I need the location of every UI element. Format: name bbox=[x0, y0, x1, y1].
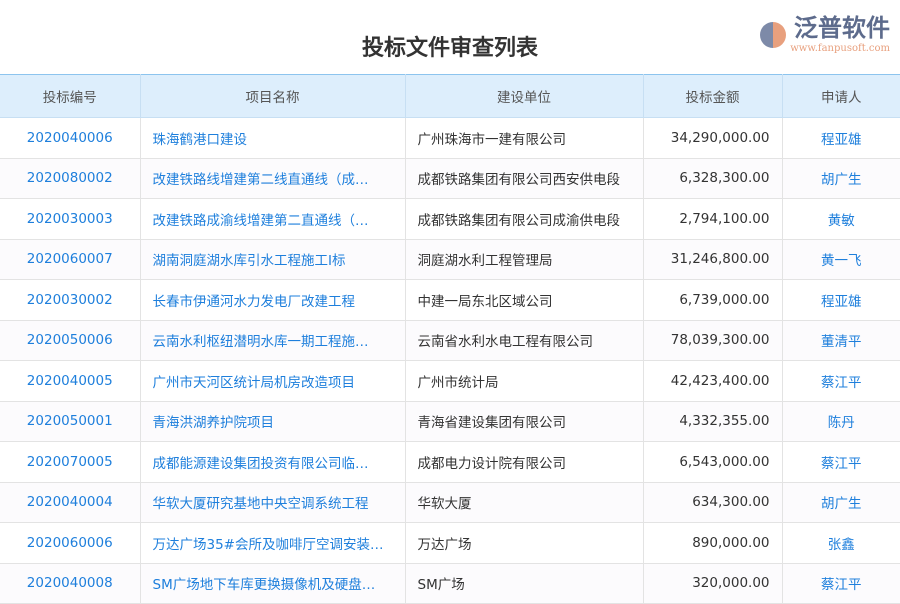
project-name-cell[interactable]: 改建铁路成渝线增建第二直通线（… bbox=[140, 198, 406, 240]
bid-amount-cell: 634,300.00 bbox=[643, 482, 783, 523]
watermark: 泛普软件 www.fanpusoft.com bbox=[760, 14, 890, 55]
construction-unit-cell: 青海省建设集团有限公司 bbox=[405, 401, 644, 442]
bid-number-cell[interactable]: 2020050001 bbox=[0, 401, 141, 442]
column-header-bid-amount[interactable]: 投标金额 bbox=[643, 74, 783, 118]
project-name-cell[interactable]: 云南水利枢纽潜明水库一期工程施… bbox=[140, 320, 406, 361]
table-row[interactable]: 2020060006 万达广场35#会所及咖啡厅空调安装… 万达广场 890,000.… bbox=[0, 522, 900, 564]
bid-number-cell[interactable]: 2020030002 bbox=[0, 279, 141, 321]
table-row[interactable]: 2020040008 SM广场地下车库更换摄像机及硬盘… SM广场 320,000.0… bbox=[0, 563, 900, 604]
project-name-cell[interactable]: 万达广场35#会所及咖啡厅空调安装… bbox=[140, 522, 406, 564]
fanpu-logo-icon bbox=[760, 21, 787, 48]
column-header-applicant[interactable]: 申请人 bbox=[782, 74, 900, 118]
column-header-bid-number[interactable]: 投标编号 bbox=[0, 74, 141, 118]
table-row[interactable]: 2020070005 成都能源建设集团投资有限公司临… 成都电力设计院有限公司 6,5… bbox=[0, 441, 900, 483]
bid-amount-cell: 2,794,100.00 bbox=[643, 198, 783, 240]
table-row[interactable]: 2020050001 青海洪湖养护院项目 青海省建设集团有限公司 4,332,355.… bbox=[0, 401, 900, 442]
applicant-cell[interactable]: 陈丹 bbox=[782, 401, 900, 442]
bid-amount-cell: 6,739,000.00 bbox=[643, 279, 783, 321]
applicant-cell[interactable]: 蔡江平 bbox=[782, 563, 900, 604]
watermark-url: www.fanpusoft.com bbox=[790, 43, 890, 54]
project-name-cell[interactable]: 珠海鹤港口建设 bbox=[140, 117, 406, 159]
bid-number-cell[interactable]: 2020040004 bbox=[0, 482, 141, 523]
project-name-cell[interactable]: 湖南洞庭湖水库引水工程施工I标 bbox=[140, 239, 406, 280]
table-row[interactable]: 2020040004 华软大厦研究基地中央空调系统工程 华软大厦 634,300.00… bbox=[0, 482, 900, 523]
bid-amount-cell: 31,246,800.00 bbox=[643, 239, 783, 280]
construction-unit-cell: 洞庭湖水利工程管理局 bbox=[405, 239, 644, 280]
bid-amount-cell: 320,000.00 bbox=[643, 563, 783, 604]
construction-unit-cell: 广州珠海市一建有限公司 bbox=[405, 117, 644, 159]
applicant-cell[interactable]: 张鑫 bbox=[782, 522, 900, 564]
project-name-cell[interactable]: 青海洪湖养护院项目 bbox=[140, 401, 406, 442]
construction-unit-cell: 云南省水利水电工程有限公司 bbox=[405, 320, 644, 361]
bid-amount-cell: 78,039,300.00 bbox=[643, 320, 783, 361]
applicant-cell[interactable]: 蔡江平 bbox=[782, 360, 900, 402]
bid-amount-cell: 4,332,355.00 bbox=[643, 401, 783, 442]
bid-amount-cell: 6,543,000.00 bbox=[643, 441, 783, 483]
bid-number-cell[interactable]: 2020050006 bbox=[0, 320, 141, 361]
construction-unit-cell: 成都铁路集团有限公司西安供电段 bbox=[405, 158, 644, 199]
column-header-project-name[interactable]: 项目名称 bbox=[140, 74, 406, 118]
applicant-cell[interactable]: 黄一飞 bbox=[782, 239, 900, 280]
construction-unit-cell: 万达广场 bbox=[405, 522, 644, 564]
applicant-cell[interactable]: 程亚雄 bbox=[782, 117, 900, 159]
table-row[interactable]: 2020080002 改建铁路线增建第二线直通线（成… 成都铁路集团有限公司西安供电… bbox=[0, 158, 900, 199]
project-name-cell[interactable]: SM广场地下车库更换摄像机及硬盘… bbox=[140, 563, 406, 604]
construction-unit-cell: 成都电力设计院有限公司 bbox=[405, 441, 644, 483]
bid-amount-cell: 42,423,400.00 bbox=[643, 360, 783, 402]
bid-number-cell[interactable]: 2020030003 bbox=[0, 198, 141, 240]
watermark-text-group: 泛普软件 www.fanpusoft.com bbox=[790, 14, 890, 55]
watermark-text: 泛普软件 bbox=[794, 14, 890, 42]
bid-number-cell[interactable]: 2020070005 bbox=[0, 441, 141, 483]
bid-amount-cell: 6,328,300.00 bbox=[643, 158, 783, 199]
project-name-cell[interactable]: 长春市伊通河水力发电厂改建工程 bbox=[140, 279, 406, 321]
page-title: 投标文件审查列表 bbox=[361, 36, 538, 61]
table-row[interactable]: 2020030003 改建铁路成渝线增建第二直通线（… 成都铁路集团有限公司成渝供电… bbox=[0, 198, 900, 240]
table-row[interactable]: 2020050006 云南水利枢纽潜明水库一期工程施… 云南省水利水电工程有限公司 7… bbox=[0, 320, 900, 361]
bid-number-cell[interactable]: 2020040005 bbox=[0, 360, 141, 402]
project-name-cell[interactable]: 华软大厦研究基地中央空调系统工程 bbox=[140, 482, 406, 523]
table-row[interactable]: 2020040005 广州市天河区统计局机房改造项目 广州市统计局 42,423,40… bbox=[0, 360, 900, 402]
construction-unit-cell: 华软大厦 bbox=[405, 482, 644, 523]
applicant-cell[interactable]: 董清平 bbox=[782, 320, 900, 361]
bid-amount-cell: 34,290,000.00 bbox=[643, 117, 783, 159]
project-name-cell[interactable]: 广州市天河区统计局机房改造项目 bbox=[140, 360, 406, 402]
bid-number-cell[interactable]: 2020060007 bbox=[0, 239, 141, 280]
table-row[interactable]: 2020060007 湖南洞庭湖水库引水工程施工I标 洞庭湖水利工程管理局 31,24… bbox=[0, 239, 900, 280]
applicant-cell[interactable]: 程亚雄 bbox=[782, 279, 900, 321]
applicant-cell[interactable]: 蔡江平 bbox=[782, 441, 900, 483]
construction-unit-cell: 成都铁路集团有限公司成渝供电段 bbox=[405, 198, 644, 240]
bid-document-table: 投标编号 项目名称 建设单位 投标金额 申请人 2020040006 珠海鹤港口建设 广州珠… bbox=[0, 74, 900, 604]
applicant-cell[interactable]: 胡广生 bbox=[782, 482, 900, 523]
bid-amount-cell: 890,000.00 bbox=[643, 522, 783, 564]
bid-number-cell[interactable]: 2020080002 bbox=[0, 158, 141, 199]
construction-unit-cell: SM广场 bbox=[405, 563, 644, 604]
table-row[interactable]: 2020030002 长春市伊通河水力发电厂改建工程 中建一局东北区域公司 6,739… bbox=[0, 279, 900, 321]
bid-number-cell[interactable]: 2020040008 bbox=[0, 563, 141, 604]
applicant-cell[interactable]: 胡广生 bbox=[782, 158, 900, 199]
bid-number-cell[interactable]: 2020060006 bbox=[0, 522, 141, 564]
column-header-construction-unit[interactable]: 建设单位 bbox=[405, 74, 644, 118]
construction-unit-cell: 中建一局东北区域公司 bbox=[405, 279, 644, 321]
bid-number-cell[interactable]: 2020040006 bbox=[0, 117, 141, 159]
table-row[interactable]: 2020040006 珠海鹤港口建设 广州珠海市一建有限公司 34,290,000.0… bbox=[0, 117, 900, 159]
construction-unit-cell: 广州市统计局 bbox=[405, 360, 644, 402]
project-name-cell[interactable]: 成都能源建设集团投资有限公司临… bbox=[140, 441, 406, 483]
project-name-cell[interactable]: 改建铁路线增建第二线直通线（成… bbox=[140, 158, 406, 199]
table-header-row: 投标编号 项目名称 建设单位 投标金额 申请人 bbox=[0, 74, 900, 118]
applicant-cell[interactable]: 黄敏 bbox=[782, 198, 900, 240]
